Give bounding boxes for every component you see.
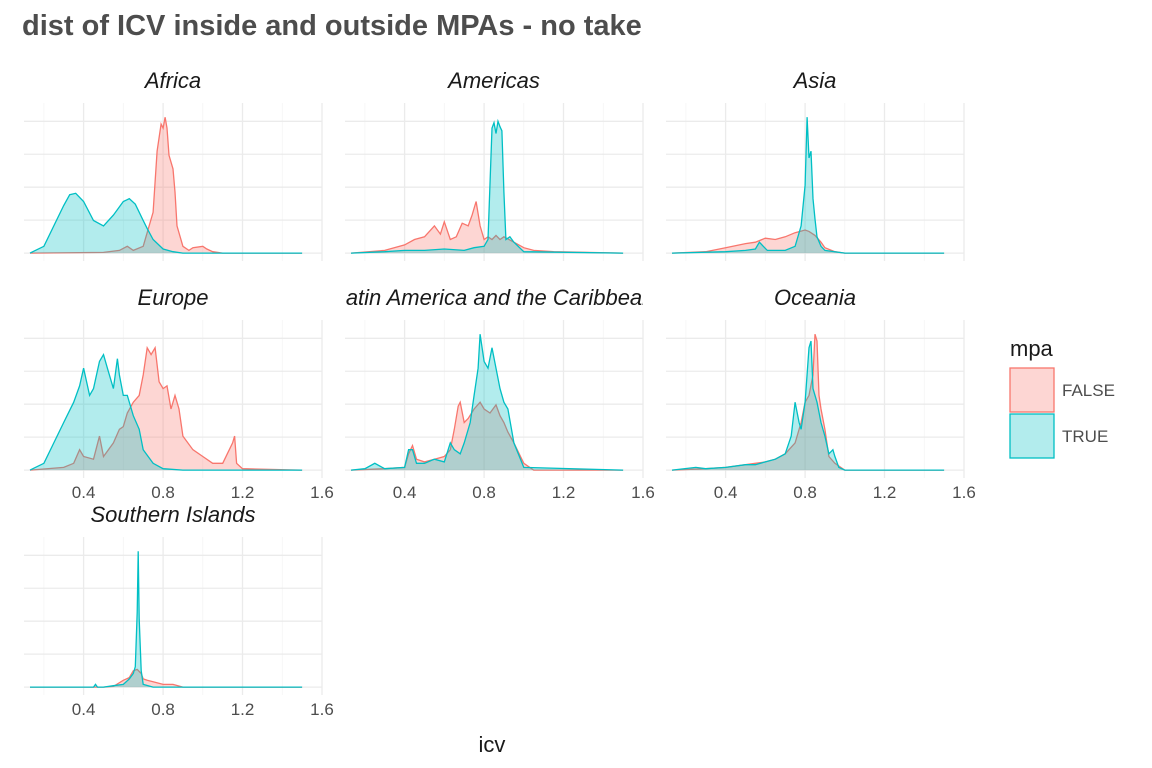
density-area-false <box>351 402 624 471</box>
density-line-false <box>350 201 624 254</box>
x-tick-label: 1.6 <box>310 700 334 719</box>
density-line-false <box>350 400 624 471</box>
x-tick-label: 1.6 <box>952 483 976 502</box>
x-tick-label: 1.2 <box>873 483 897 502</box>
x-tick-label: 0.4 <box>72 483 96 502</box>
facet-latin-america-and-the-caribbean: Latin America and the Caribbean 0.4 0.8 1.2… <box>334 285 655 502</box>
density-area-true <box>672 341 945 471</box>
density-area-false <box>351 201 624 254</box>
density-line-true <box>671 340 945 471</box>
facet-asia: Asia <box>666 68 965 261</box>
density-line-false <box>30 668 303 688</box>
legend-title: mpa <box>1010 336 1054 361</box>
x-tick-label: 0.8 <box>151 700 175 719</box>
facet-strip-label: Europe <box>138 285 209 310</box>
density-area-true <box>351 334 624 471</box>
x-tick-label: 0.4 <box>714 483 738 502</box>
facet-strip-label: Southern Islands <box>90 502 255 527</box>
density-area-false <box>672 230 945 254</box>
x-tick-label: 0.4 <box>393 483 417 502</box>
density-line-false <box>29 117 303 254</box>
x-tick-label: 1.2 <box>552 483 576 502</box>
facet-strip-label: Latin America and the Caribbean <box>334 285 655 310</box>
legend-key-true <box>1009 413 1055 459</box>
facet-oceania: Oceania 0.4 0.8 1.2 1.6 <box>666 285 976 502</box>
x-tick-label: 1.6 <box>631 483 655 502</box>
density-area-true <box>30 551 303 688</box>
legend-label-true: TRUE <box>1062 427 1108 446</box>
density-line-true <box>671 117 945 254</box>
legend: mpa FALSE TRUE <box>1009 336 1115 459</box>
legend-key-false <box>1009 367 1055 413</box>
density-area-false <box>30 117 303 254</box>
facet-americas: Americas <box>345 68 644 261</box>
x-tick-label: 0.8 <box>793 483 817 502</box>
density-line-false <box>671 229 945 254</box>
facet-strip-label: Americas <box>446 68 540 93</box>
x-tick-label: 0.8 <box>151 483 175 502</box>
density-line-false <box>29 345 303 471</box>
facet-strip-label: Oceania <box>774 285 856 310</box>
density-line-true <box>30 551 303 688</box>
density-area-true <box>30 193 303 254</box>
density-area-true <box>672 117 945 254</box>
facet-strip-label: Asia <box>792 68 837 93</box>
facet-southern-islands: Southern Islands 0.4 0.8 1.2 1.6 <box>24 502 334 719</box>
density-area-false <box>672 334 945 471</box>
density-area-true <box>30 354 303 471</box>
density-line-true <box>350 118 624 254</box>
facet-europe: Europe 0.4 0.8 1.2 1.6 <box>24 285 334 502</box>
x-tick-label: 1.2 <box>231 700 255 719</box>
x-axis-title: icv <box>479 732 506 757</box>
density-line-true <box>29 352 303 471</box>
legend-label-false: FALSE <box>1062 381 1115 400</box>
x-tick-label: 1.2 <box>231 483 255 502</box>
x-tick-label: 0.4 <box>72 700 96 719</box>
density-line-true <box>350 334 624 471</box>
x-tick-label: 0.8 <box>472 483 496 502</box>
facet-strip-label: Africa <box>143 68 201 93</box>
facet-africa: Africa <box>24 68 323 261</box>
plot-title: dist of ICV inside and outside MPAs - no… <box>22 10 642 42</box>
x-tick-label: 1.6 <box>310 483 334 502</box>
density-line-true <box>29 192 303 254</box>
